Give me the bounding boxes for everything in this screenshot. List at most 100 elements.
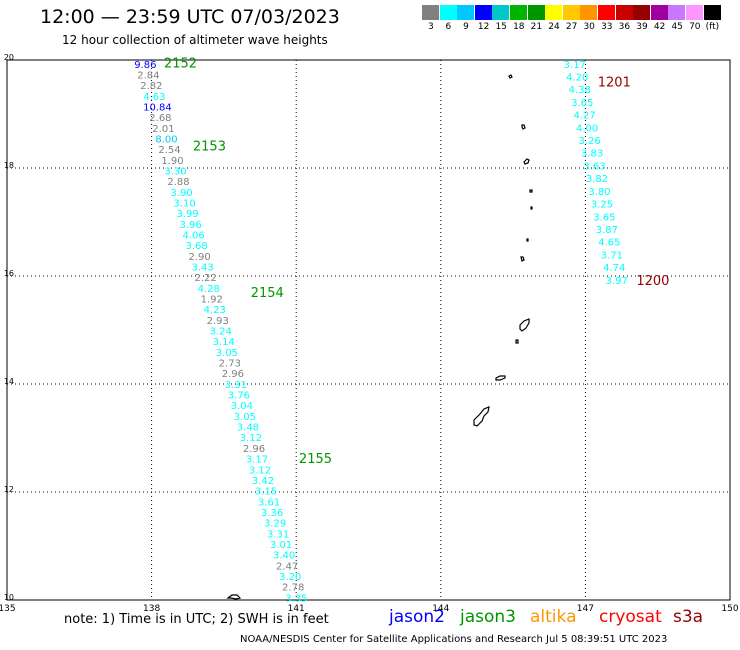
swh-value: 2.73 [219, 359, 241, 370]
swh-value: 4.20 [566, 72, 588, 83]
swh-value: 3.12 [249, 465, 271, 476]
swh-value: 3.01 [270, 540, 292, 551]
legend-label: 33 [601, 22, 613, 32]
legend-label: 30 [583, 22, 595, 32]
swh-value: 4.27 [574, 111, 596, 122]
legend-swatch [457, 5, 475, 20]
swh-value: 3.12 [240, 433, 262, 444]
swh-value: 3.90 [170, 188, 192, 199]
swh-value: 3.36 [261, 508, 283, 519]
x-tick-label: 147 [577, 604, 594, 614]
swh-value: 3.63 [583, 161, 605, 172]
legend-swatch [668, 5, 686, 20]
swh-value: 10.84 [143, 102, 172, 113]
y-tick-label: 16 [4, 269, 14, 278]
swh-value: 2.93 [207, 316, 229, 327]
swh-value: 4.28 [198, 284, 220, 295]
swh-value: 3.99 [176, 209, 198, 220]
legend-swatch [633, 5, 651, 20]
swh-value: 2.88 [167, 177, 189, 188]
island-outline [473, 406, 490, 427]
legend-label: 36 [618, 22, 631, 32]
island-outline [519, 318, 530, 332]
swh-value: 3.31 [225, 380, 247, 391]
legend-label: 70 [689, 22, 701, 32]
x-tick-label: 135 [0, 604, 16, 614]
legend-label: 9 [463, 22, 469, 32]
swh-value: 4.06 [182, 231, 204, 242]
track-pass-label: 1200 [636, 274, 669, 289]
legend-label: 18 [513, 22, 525, 32]
swh-value: 3.65 [571, 98, 593, 109]
swh-value: 3.17 [564, 60, 586, 71]
x-tick-label: 144 [432, 604, 449, 614]
swh-value: 2.47 [276, 561, 298, 572]
sat-altika: altika [530, 607, 577, 627]
swh-value: 3.42 [252, 476, 274, 487]
swh-value: 2.82 [140, 81, 162, 92]
swh-value: 4.65 [598, 238, 620, 249]
swh-value: 9.86 [134, 60, 156, 71]
legend-label: 27 [565, 22, 578, 32]
swh-value: 3.96 [179, 220, 201, 231]
track-pass-label: 2152 [164, 57, 197, 72]
track-pass-label: 2155 [299, 452, 332, 467]
swh-value: 2.54 [158, 145, 180, 156]
swh-value: 2.22 [195, 273, 217, 284]
swh-value: 3.24 [210, 327, 232, 338]
track-pass-label: 2153 [193, 139, 226, 154]
swh-value: 3.17 [246, 455, 268, 466]
swh-value: 1.90 [161, 156, 183, 167]
swh-value: 2.96 [243, 444, 265, 455]
legend-label: 3 [427, 22, 434, 32]
legend-swatch [527, 5, 545, 20]
x-tick-label: 138 [143, 604, 160, 614]
y-tick-label: 10 [4, 593, 14, 602]
swh-value: 4.00 [576, 123, 598, 134]
swh-value: 3.20 [279, 572, 301, 583]
legend-swatch [439, 5, 457, 20]
swh-value: 8.00 [155, 134, 177, 145]
sat-s3a: s3a [673, 607, 704, 627]
swh-value: 3.10 [173, 198, 195, 209]
sat-jason3: jason3 [460, 607, 516, 627]
swh-value: 3.48 [237, 423, 259, 434]
swh-value: 4.74 [603, 263, 625, 274]
island-outline [530, 206, 533, 210]
swh-value: 3.35 [285, 593, 307, 604]
swh-value: 3.31 [267, 529, 289, 540]
legend-swatch [703, 5, 721, 20]
y-tick-label: 18 [4, 161, 14, 170]
footer-note: note: 1) Time is in UTC; 2) SWH is in fe… [64, 612, 329, 627]
legend-swatch [686, 5, 703, 20]
map-frame [6, 59, 731, 601]
legend-swatch [492, 5, 510, 20]
swh-value: 3.97 [606, 276, 628, 287]
swh-value: 3.43 [192, 263, 214, 274]
track-pass-label: 1201 [598, 76, 631, 91]
swh-value: 2.78 [282, 583, 304, 594]
island-outline [523, 158, 530, 165]
island-outline [521, 124, 526, 130]
legend-label: 45 [671, 22, 683, 32]
legend-swatch [510, 5, 527, 20]
legend-label: 12 [477, 22, 490, 32]
swh-value: 3.68 [185, 241, 207, 252]
swh-value: 3.30 [164, 166, 186, 177]
swh-value: 1.92 [201, 295, 223, 306]
legend-label: (ft) [705, 22, 720, 32]
x-tick-label: 141 [288, 604, 305, 614]
swh-value: 3.71 [601, 250, 623, 261]
swh-value: 3.65 [593, 212, 615, 223]
legend-label: 39 [636, 22, 648, 32]
swh-value: 3.14 [213, 337, 235, 348]
swh-value: 3.40 [273, 551, 295, 562]
swh-value: 3.05 [216, 348, 238, 359]
swh-value: 3.83 [581, 149, 603, 160]
swh-value: 3.15 [255, 487, 277, 498]
legend-swatch [650, 5, 668, 20]
legend-label: 6 [445, 22, 452, 32]
map-title: 12:00 — 23:59 UTC 07/03/2023 [40, 6, 340, 28]
